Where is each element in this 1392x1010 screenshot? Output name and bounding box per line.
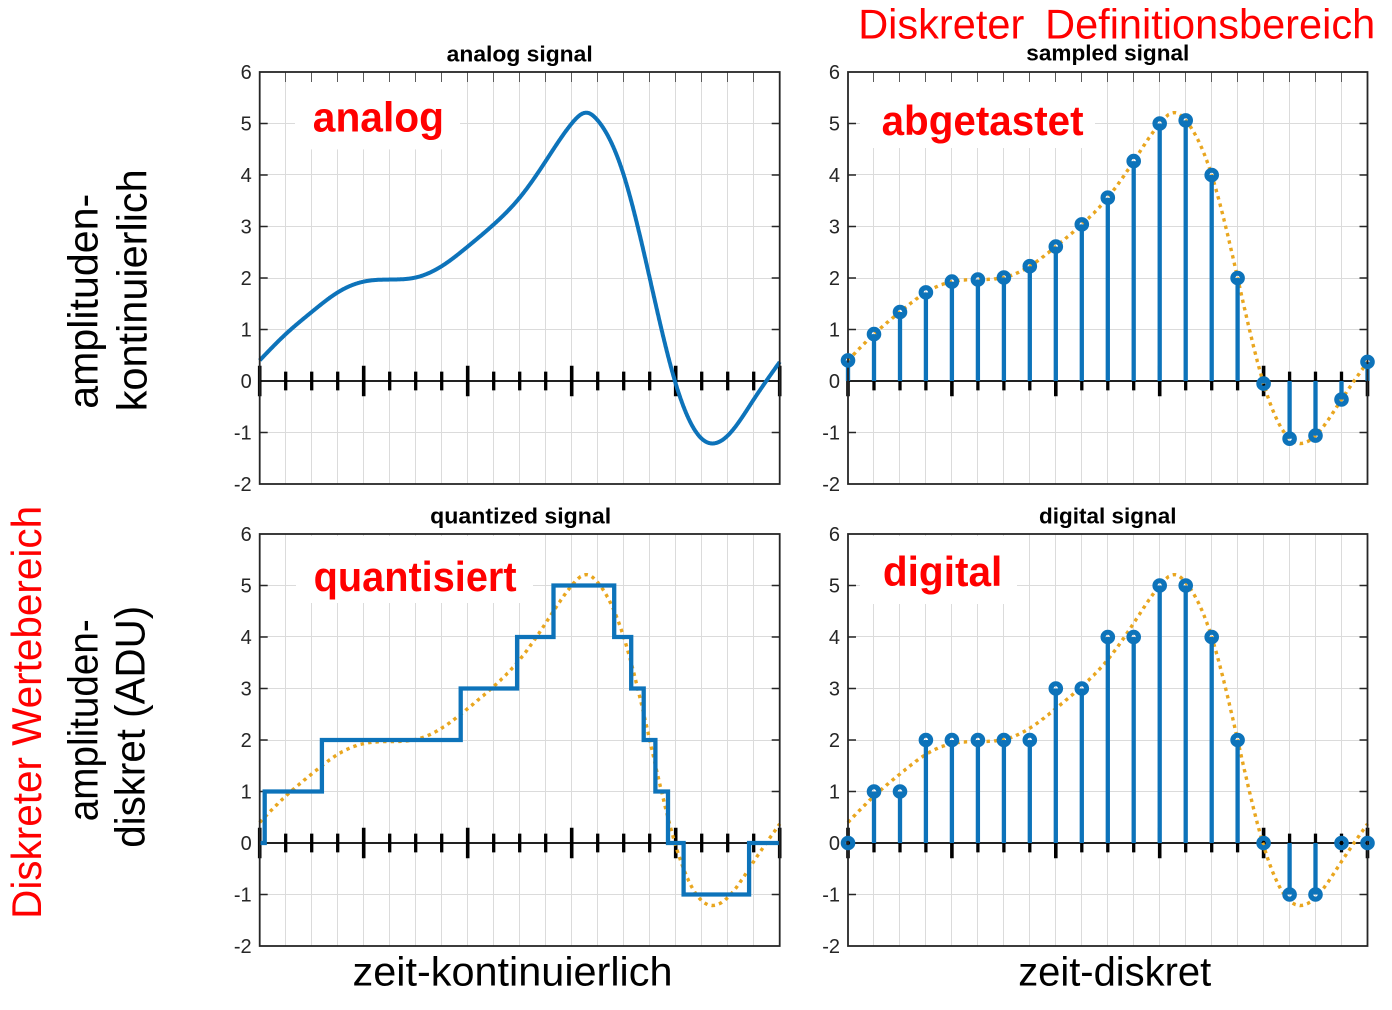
svg-text:digital: digital [883, 548, 1002, 595]
svg-text:-2: -2 [234, 936, 252, 958]
svg-text:-1: -1 [822, 885, 840, 907]
svg-text:abgetastet: abgetastet [882, 97, 1084, 144]
svg-text:-1: -1 [234, 885, 252, 907]
svg-text:kontinuierlich: kontinuierlich [108, 169, 155, 411]
svg-text:0: 0 [241, 371, 252, 393]
svg-text:digital signal: digital signal [1039, 504, 1177, 529]
svg-text:amplituden-: amplituden- [60, 619, 107, 821]
svg-text:6: 6 [241, 62, 252, 84]
svg-text:2: 2 [829, 730, 840, 752]
svg-text:6: 6 [829, 62, 840, 84]
svg-text:diskret (ADU): diskret (ADU) [106, 606, 153, 848]
svg-text:2: 2 [241, 268, 252, 290]
svg-text:6: 6 [829, 524, 840, 546]
svg-text:5: 5 [241, 114, 252, 136]
svg-text:0: 0 [241, 833, 252, 855]
svg-text:-1: -1 [234, 423, 252, 445]
svg-text:2: 2 [829, 268, 840, 290]
svg-text:-2: -2 [822, 474, 840, 496]
svg-text:1: 1 [241, 320, 252, 342]
svg-text:quantized signal: quantized signal [430, 504, 611, 529]
svg-text:0: 0 [829, 371, 840, 393]
svg-text:5: 5 [241, 576, 252, 598]
svg-text:2: 2 [241, 730, 252, 752]
svg-text:3: 3 [829, 679, 840, 701]
svg-text:3: 3 [829, 217, 840, 239]
svg-text:3: 3 [241, 679, 252, 701]
svg-text:1: 1 [829, 320, 840, 342]
svg-text:0: 0 [829, 833, 840, 855]
svg-text:amplituden-: amplituden- [60, 194, 107, 409]
svg-text:-2: -2 [234, 474, 252, 496]
svg-text:3: 3 [241, 217, 252, 239]
svg-text:4: 4 [241, 627, 252, 649]
svg-text:Diskreter Definitionsbereich: Diskreter Definitionsbereich [858, 1, 1375, 48]
svg-text:1: 1 [829, 782, 840, 804]
svg-text:zeit-kontinuierlich: zeit-kontinuierlich [353, 949, 673, 995]
svg-text:4: 4 [829, 627, 840, 649]
svg-text:analog signal: analog signal [447, 42, 593, 67]
svg-text:4: 4 [829, 165, 840, 187]
svg-text:quantisiert: quantisiert [314, 553, 517, 600]
svg-text:5: 5 [829, 114, 840, 136]
svg-text:Diskreter Wertebereich: Diskreter Wertebereich [3, 506, 50, 919]
svg-text:4: 4 [241, 165, 252, 187]
svg-text:1: 1 [241, 782, 252, 804]
svg-text:5: 5 [829, 576, 840, 598]
svg-text:zeit-diskret: zeit-diskret [1018, 949, 1212, 995]
svg-text:-1: -1 [822, 423, 840, 445]
svg-text:sampled signal: sampled signal [1026, 41, 1189, 66]
svg-text:-2: -2 [822, 936, 840, 958]
svg-text:6: 6 [241, 524, 252, 546]
svg-text:analog: analog [313, 93, 444, 140]
